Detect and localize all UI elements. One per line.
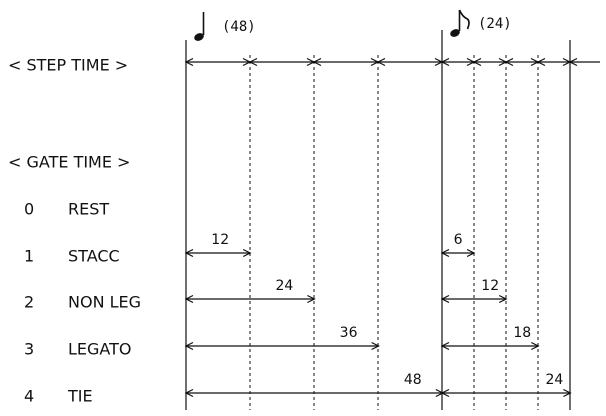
- arrowhead: [440, 294, 450, 304]
- arrowhead: [440, 341, 450, 351]
- eighth-note-value: (24): [478, 16, 512, 32]
- gate-value: 18: [513, 325, 531, 341]
- arrowhead: [376, 57, 386, 67]
- row-number: 1: [24, 247, 34, 266]
- arrowhead: [504, 57, 514, 67]
- arrowhead: [563, 388, 572, 398]
- arrowhead: [312, 57, 322, 67]
- arrowhead: [184, 57, 194, 67]
- arrowhead: [371, 341, 380, 351]
- gate-value: 24: [545, 372, 563, 388]
- eighth-note-icon: [450, 9, 470, 37]
- arrowhead: [184, 294, 194, 304]
- row-number: 4: [24, 387, 34, 406]
- step-time-label: < STEP TIME >: [8, 56, 128, 75]
- gate-time-label: < GATE TIME >: [8, 153, 130, 172]
- row-number: 2: [24, 293, 34, 312]
- gate-value: 24: [275, 278, 293, 294]
- arrowhead: [568, 57, 578, 67]
- gate-value: 36: [340, 325, 358, 341]
- arrowhead: [472, 57, 482, 67]
- gate-value: 12: [211, 232, 229, 248]
- gate-value: 12: [481, 278, 499, 294]
- arrowhead: [536, 57, 546, 67]
- row-name: NON LEG: [68, 293, 141, 312]
- arrowhead: [531, 341, 540, 351]
- arrowhead: [307, 294, 316, 304]
- row-number: 0: [24, 200, 34, 219]
- quarter-note-icon: [194, 12, 205, 41]
- gate-value: 48: [404, 372, 422, 388]
- arrowhead: [440, 248, 450, 258]
- row-name: STACC: [68, 247, 120, 266]
- arrowhead: [242, 248, 252, 258]
- gate-value: 6: [454, 232, 463, 248]
- arrowhead: [184, 341, 194, 351]
- arrowhead: [184, 388, 194, 398]
- row-number: 3: [24, 340, 34, 359]
- arrowhead: [248, 57, 258, 67]
- arrowhead: [466, 248, 476, 258]
- row-name: LEGATO: [68, 340, 132, 359]
- arrowhead: [440, 388, 450, 398]
- arrowhead: [440, 57, 450, 67]
- quarter-note-value: (48): [222, 19, 256, 35]
- arrowhead: [184, 248, 194, 258]
- row-name: REST: [68, 200, 109, 219]
- row-name: TIE: [67, 387, 93, 406]
- arrowhead: [498, 294, 508, 304]
